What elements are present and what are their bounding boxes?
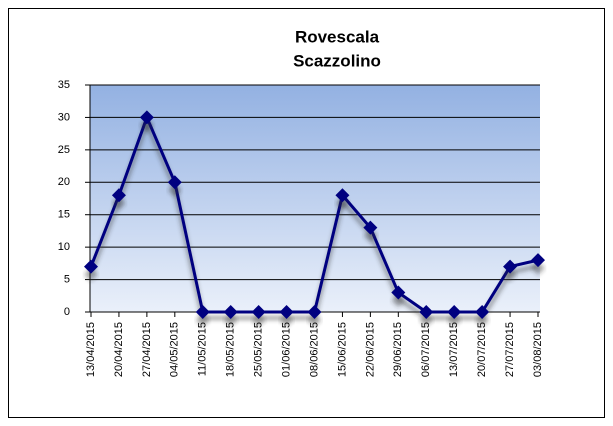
marker-shadow: [251, 313, 266, 327]
y-tick-label: 20: [58, 176, 70, 188]
marker: [251, 305, 266, 319]
marker: [111, 188, 126, 203]
x-tick-label: 29/06/2015: [392, 322, 404, 377]
x-tick-label: 25/05/2015: [253, 322, 265, 377]
marker-shadow: [307, 313, 322, 327]
x-tick-label: 11/05/2015: [197, 322, 209, 376]
marker-shadow: [391, 293, 406, 308]
x-tick-label: 20/04/2015: [113, 322, 125, 377]
marker: [503, 259, 518, 274]
y-tick-label: 25: [58, 144, 70, 156]
marker-shadow: [419, 313, 434, 327]
marker: [167, 175, 182, 190]
x-tick-label: 04/05/2015: [169, 322, 181, 377]
y-tick-label: 30: [58, 111, 70, 123]
y-tick-label: 10: [58, 241, 70, 253]
x-tick-label: 27/07/2015: [504, 322, 516, 377]
marker-shadow: [531, 261, 545, 276]
marker: [223, 305, 238, 319]
x-tick-label: 13/07/2015: [448, 322, 460, 377]
marker-shadow: [167, 183, 182, 198]
marker: [139, 110, 154, 125]
marker: [363, 220, 378, 235]
marker: [307, 305, 322, 319]
marker-shadow: [363, 228, 378, 243]
marker-shadow: [447, 313, 462, 327]
x-tick-label: 13/04/2015: [85, 322, 97, 377]
x-tick-label: 27/04/2015: [141, 322, 153, 377]
x-tick-label: 08/06/2015: [308, 322, 320, 377]
marker-shadow: [139, 118, 154, 133]
y-tick-label: 15: [58, 209, 70, 221]
marker: [84, 259, 98, 274]
x-tick-label: 20/07/2015: [476, 322, 488, 377]
x-tick-label: 15/06/2015: [336, 322, 348, 377]
y-tick-label: 5: [64, 273, 70, 285]
marker: [447, 305, 462, 319]
marker: [391, 285, 406, 300]
marker: [531, 253, 545, 268]
marker-shadow: [111, 196, 126, 211]
marker-shadow: [195, 313, 210, 327]
marker: [419, 305, 434, 319]
x-tick-label: 03/08/2015: [532, 322, 544, 377]
chart-title: Scazzolino: [293, 51, 381, 70]
x-tick-label: 06/07/2015: [420, 322, 432, 377]
marker-shadow: [475, 313, 490, 327]
marker: [279, 305, 294, 319]
x-tick-label: 22/06/2015: [364, 322, 376, 377]
plot-area: [90, 85, 540, 312]
marker-shadow: [279, 313, 294, 327]
y-tick-label: 0: [64, 306, 70, 318]
marker-shadow: [503, 267, 518, 282]
marker-shadow: [84, 267, 98, 282]
marker: [195, 305, 210, 319]
x-tick-label: 18/05/2015: [225, 322, 237, 377]
marker: [335, 188, 350, 203]
marker-shadow: [335, 196, 350, 211]
chart-title: Rovescala: [295, 27, 380, 46]
marker: [475, 305, 490, 319]
x-tick-label: 01/06/2015: [280, 322, 292, 377]
marker-shadow: [223, 313, 238, 327]
y-tick-label: 35: [58, 79, 70, 91]
